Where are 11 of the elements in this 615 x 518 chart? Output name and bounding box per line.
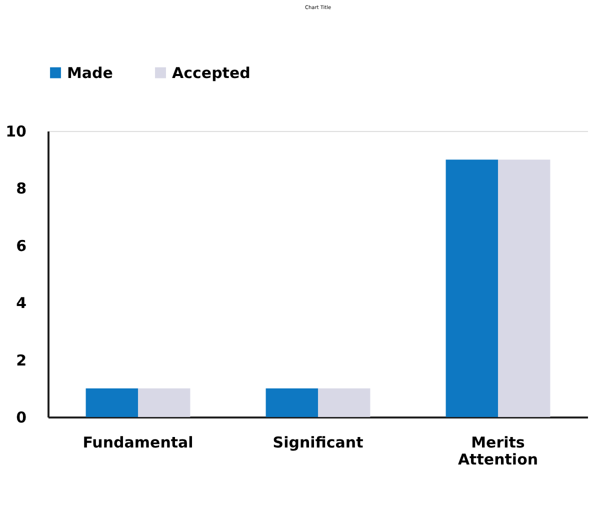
y-tick-label: 6 bbox=[16, 236, 26, 255]
legend-label: Accepted bbox=[172, 64, 250, 82]
y-tick-label: 0 bbox=[16, 408, 26, 426]
x-tick-label: Significant bbox=[272, 434, 364, 452]
y-tick-label: 8 bbox=[16, 180, 26, 198]
y-tick-label: 2 bbox=[16, 351, 26, 370]
x-tick-label: Merits Attention bbox=[458, 434, 538, 468]
legend-label: Made bbox=[67, 64, 113, 82]
x-tick-label: Fundamental bbox=[82, 434, 194, 452]
y-tick-label: 10 bbox=[6, 122, 26, 140]
y-tick-label: 4 bbox=[16, 294, 26, 312]
